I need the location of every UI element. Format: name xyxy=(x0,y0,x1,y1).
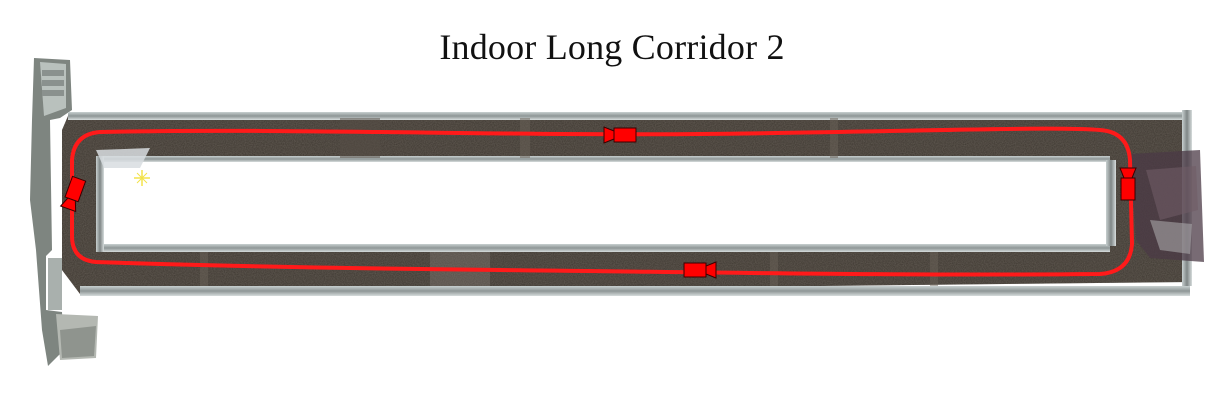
trajectory-path xyxy=(70,126,1134,277)
video-camera-icon xyxy=(603,126,637,144)
video-camera-icon xyxy=(59,175,87,213)
video-camera-icon xyxy=(683,261,717,279)
video-camera-icon xyxy=(1119,167,1137,201)
corridor-walls xyxy=(68,110,1204,296)
start-star-icon xyxy=(134,170,150,186)
left-room xyxy=(30,58,98,366)
figure-title: Indoor Long Corridor 2 xyxy=(439,27,785,67)
